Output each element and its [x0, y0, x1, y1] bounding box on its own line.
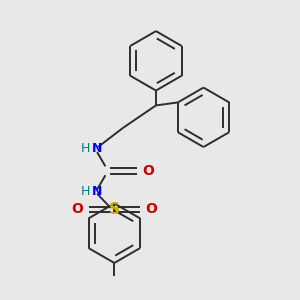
Text: H: H [81, 142, 91, 155]
Text: S: S [109, 202, 120, 217]
Text: H: H [81, 185, 91, 198]
Text: O: O [71, 202, 83, 216]
Text: O: O [146, 202, 158, 216]
Text: N: N [92, 142, 102, 155]
Text: O: O [142, 164, 154, 178]
Text: N: N [92, 185, 102, 198]
